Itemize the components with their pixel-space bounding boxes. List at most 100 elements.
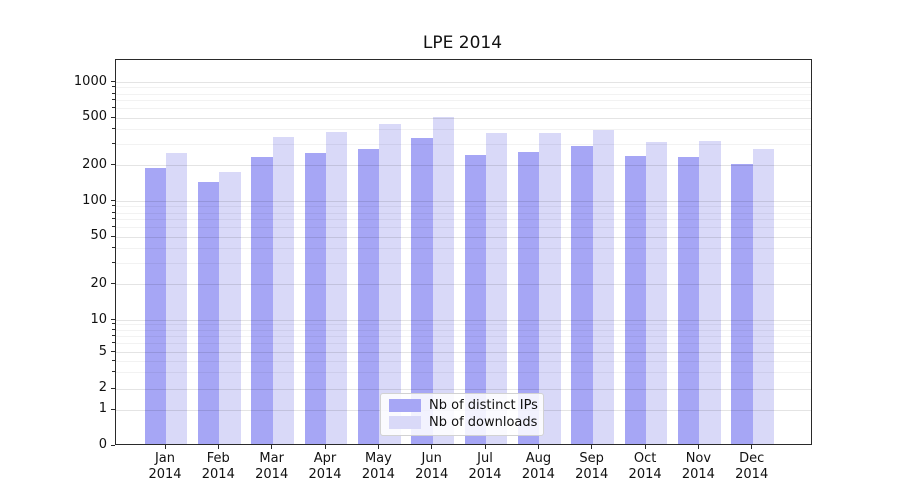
- y-minor-tick-800: [112, 92, 115, 94]
- bar-downloads-nov: [699, 141, 721, 444]
- x-tick-label-jan: Jan 2014: [148, 451, 182, 482]
- bar-distinct-ips-oct: [624, 155, 647, 444]
- y-minor-tick-3: [112, 371, 115, 373]
- bar-downloads-jul: [486, 132, 508, 444]
- y-tick-label-200: 200: [82, 156, 107, 172]
- bar-distinct-ips-nov: [678, 156, 700, 444]
- x-tick-label-apr: Apr 2014: [308, 451, 342, 482]
- x-tick-label-jun: Jun 2014: [415, 451, 449, 482]
- y-tick-50: [110, 235, 115, 237]
- y-tick-label-1: 1: [98, 401, 107, 416]
- y-minor-tick-70: [112, 218, 115, 220]
- gridline-900: [115, 87, 811, 89]
- gridline-1000: [115, 82, 811, 83]
- plot-area: [114, 59, 812, 445]
- y-minor-tick-400: [112, 128, 115, 130]
- x-tick-aug: [537, 445, 539, 449]
- bar-distinct-ips-jun: [411, 138, 433, 444]
- bar-downloads-aug: [539, 132, 561, 444]
- x-tick-sep: [591, 445, 593, 449]
- x-tick-label-jul: Jul 2014: [468, 451, 502, 482]
- y-tick-5: [110, 351, 115, 352]
- bar-downloads-sep: [592, 130, 614, 444]
- bar-downloads-jun: [432, 117, 454, 444]
- y-minor-tick-8: [112, 328, 115, 330]
- bar-distinct-ips-apr: [304, 153, 326, 444]
- y-minor-tick-900: [112, 86, 115, 88]
- x-tick-mar: [271, 445, 273, 449]
- gridline-400: [115, 129, 811, 131]
- bar-distinct-ips-may: [358, 149, 380, 444]
- legend-item-distinct-ips: Nb of distinct IPs: [389, 397, 538, 413]
- x-tick-nov: [697, 445, 699, 449]
- y-tick-label-0: 0: [98, 437, 107, 453]
- x-tick-jan: [164, 445, 166, 449]
- bar-downloads-feb: [219, 171, 241, 444]
- y-minor-tick-30: [112, 262, 115, 264]
- y-tick-10: [110, 319, 115, 320]
- bar-distinct-ips-jul: [464, 154, 486, 444]
- legend-label-distinct-ips: Nb of distinct IPs: [429, 397, 538, 413]
- legend-swatch-downloads: [389, 416, 421, 429]
- bar-downloads-jan: [166, 152, 188, 444]
- y-minor-tick-6: [112, 342, 115, 344]
- legend-label-downloads: Nb of downloads: [429, 414, 538, 430]
- bar-downloads-may: [379, 123, 401, 444]
- y-tick-label-5: 5: [98, 343, 107, 359]
- x-tick-feb: [217, 445, 219, 449]
- x-tick-label-sep: Sep 2014: [575, 451, 609, 482]
- bar-distinct-ips-sep: [571, 145, 593, 444]
- x-tick-label-dec: Dec 2014: [735, 451, 769, 482]
- bar-distinct-ips-dec: [731, 163, 753, 444]
- y-minor-tick-90: [112, 205, 115, 207]
- y-minor-tick-60: [112, 226, 115, 228]
- x-tick-label-oct: Oct 2014: [628, 451, 662, 482]
- y-minor-tick-700: [112, 99, 115, 101]
- y-tick-100: [110, 200, 115, 201]
- y-tick-label-50: 50: [90, 228, 107, 244]
- y-tick-1000: [110, 81, 115, 82]
- y-tick-label-1000: 1000: [73, 73, 107, 89]
- bar-distinct-ips-aug: [518, 152, 540, 444]
- y-tick-500: [110, 116, 115, 118]
- y-tick-label-100: 100: [82, 192, 107, 208]
- y-minor-tick-600: [112, 107, 115, 109]
- x-tick-label-feb: Feb 2014: [201, 451, 235, 482]
- x-tick-jul: [484, 445, 486, 449]
- gridline-500: [115, 117, 811, 119]
- bar-downloads-apr: [326, 131, 348, 444]
- x-tick-jun: [431, 445, 433, 449]
- y-tick-label-10: 10: [90, 311, 107, 327]
- bar-distinct-ips-jan: [144, 168, 166, 444]
- bar-downloads-dec: [752, 149, 774, 444]
- x-tick-label-nov: Nov 2014: [681, 451, 715, 482]
- legend: Nb of distinct IPs Nb of downloads: [380, 392, 544, 436]
- y-minor-tick-80: [112, 211, 115, 213]
- y-tick-label-2: 2: [98, 380, 107, 395]
- x-tick-dec: [751, 445, 753, 449]
- legend-item-downloads: Nb of downloads: [389, 414, 538, 430]
- y-tick-20: [110, 283, 115, 285]
- gridline-700: [115, 100, 811, 102]
- gridline-600: [115, 108, 811, 110]
- y-minor-tick-40: [112, 247, 115, 249]
- y-tick-200: [110, 164, 115, 166]
- gridline-800: [115, 93, 811, 95]
- x-tick-label-aug: Aug 2014: [521, 451, 555, 482]
- y-tick-label-20: 20: [90, 275, 107, 291]
- x-tick-may: [377, 445, 379, 449]
- x-tick-label-mar: Mar 2014: [255, 451, 289, 482]
- y-tick-2: [110, 387, 115, 389]
- y-minor-tick-9: [112, 323, 115, 325]
- y-minor-tick-7: [112, 335, 115, 337]
- bar-downloads-oct: [646, 141, 668, 444]
- chart-title: LPE 2014: [422, 33, 503, 53]
- x-tick-oct: [644, 445, 646, 449]
- bar-downloads-mar: [272, 137, 294, 444]
- y-minor-tick-4: [112, 359, 115, 361]
- x-tick-apr: [324, 445, 326, 449]
- y-tick-0: [110, 444, 115, 446]
- bar-distinct-ips-feb: [198, 182, 220, 444]
- legend-swatch-distinct-ips: [389, 399, 421, 412]
